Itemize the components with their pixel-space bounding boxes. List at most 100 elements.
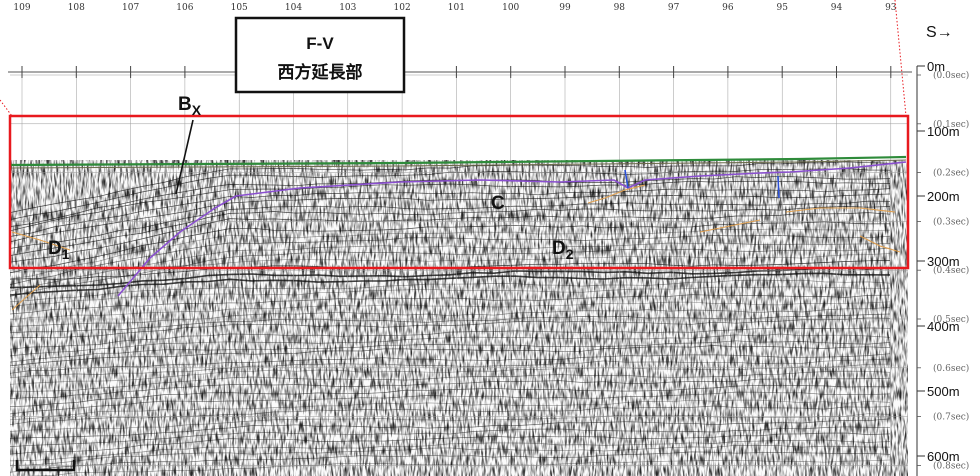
reflector-tan xyxy=(785,207,896,213)
unit-label-d2: D2 xyxy=(552,238,574,262)
fault-line xyxy=(624,169,629,189)
reflector xyxy=(10,301,891,321)
shotpoint-label: 94 xyxy=(831,3,843,13)
shotpoint-label: 98 xyxy=(614,3,626,13)
leader-line-right xyxy=(894,0,907,117)
shotpoint-label: 103 xyxy=(339,3,356,13)
reflector xyxy=(10,206,891,256)
reflector xyxy=(10,333,891,357)
seafloor-reflector-shadow xyxy=(9,159,907,169)
time-label: (0.7sec) xyxy=(933,412,969,423)
reflector xyxy=(29,459,891,476)
reflector xyxy=(10,405,891,426)
shotpoint-axis: 109 108 107 106 105 104 103 102 101 100 99 98 97 96 95… xyxy=(8,3,912,78)
bx-leader-line xyxy=(175,119,194,195)
reflector xyxy=(10,242,891,292)
reflector xyxy=(10,307,891,327)
shotpoint-label: 104 xyxy=(285,3,302,13)
reflector xyxy=(10,451,891,473)
title-line-1: F-V xyxy=(306,34,334,53)
shotpoint-label: 109 xyxy=(13,3,30,13)
grid-lines xyxy=(10,72,908,476)
reflector xyxy=(10,363,891,385)
depth-label: 200m xyxy=(927,189,960,204)
depth-label: 400m xyxy=(927,319,960,334)
time-label: (0.8sec) xyxy=(933,460,969,471)
reflector xyxy=(10,180,891,232)
depth-label: 0m xyxy=(927,59,945,74)
title-box: F-V 西方延長部 xyxy=(234,16,406,94)
reflector xyxy=(10,370,891,392)
reflector-lines xyxy=(10,161,891,476)
reflector xyxy=(10,168,891,220)
shotpoint-label: 100 xyxy=(502,3,519,13)
time-label: (0.1sec) xyxy=(933,119,969,130)
reflector xyxy=(10,228,891,280)
fault-line xyxy=(777,175,780,199)
reflector xyxy=(10,353,891,374)
direction-label: S→ xyxy=(926,24,953,41)
shotpoint-label: 105 xyxy=(231,3,248,13)
reflector xyxy=(10,439,891,462)
shotpoint-label: 95 xyxy=(776,3,788,13)
reflector-tan xyxy=(11,284,41,311)
reflector-tan xyxy=(859,235,901,253)
depth-label: 100m xyxy=(927,124,960,139)
shotpoint-label: 99 xyxy=(559,3,571,13)
reflector xyxy=(10,294,891,315)
shotpoint-label: 106 xyxy=(176,3,193,13)
reflector xyxy=(10,345,891,367)
unit-label-bx: BX xyxy=(178,94,202,118)
depth-label: 600m xyxy=(927,449,960,464)
reflector xyxy=(10,161,891,213)
seafloor-reflector xyxy=(9,155,907,167)
reflector-tan xyxy=(699,219,761,233)
shotpoint-label: 101 xyxy=(448,3,465,13)
unit-label-d1-sub: 1 xyxy=(62,246,70,262)
reflector xyxy=(10,426,891,447)
reflector xyxy=(10,391,891,415)
shotpoint-label: 97 xyxy=(668,3,680,13)
reflector xyxy=(10,286,891,308)
reflector xyxy=(10,384,891,408)
leader-line-left xyxy=(0,99,13,117)
time-label: (0.4sec) xyxy=(933,265,969,276)
reflector xyxy=(10,327,891,350)
shotpoint-label: 107 xyxy=(122,3,139,13)
reflector xyxy=(10,272,891,296)
reflector xyxy=(10,444,891,467)
unit-label-c: C xyxy=(491,193,505,214)
unit-label-d1: D1 xyxy=(48,238,70,262)
reflector xyxy=(10,377,891,400)
time-label: (0.5sec) xyxy=(933,314,969,325)
reflector xyxy=(10,432,891,455)
shotpoint-label: 93 xyxy=(885,3,897,13)
reflector xyxy=(10,399,891,421)
time-label: (0.2sec) xyxy=(933,168,969,179)
reflector-tan xyxy=(587,184,646,204)
reflector xyxy=(10,188,891,237)
depth-axis: 0m 100m 200m 300m 400m 500m 600m (0.0sec) (0.1se… xyxy=(916,59,969,476)
reflector xyxy=(10,317,891,339)
reflector xyxy=(10,235,891,285)
reflector-tan xyxy=(11,231,71,251)
reflector xyxy=(10,212,891,263)
depth-label: 300m xyxy=(927,254,960,269)
shotpoint-label: 102 xyxy=(394,3,411,13)
highlight-box xyxy=(8,114,910,270)
scale-bar xyxy=(15,460,76,472)
reflector xyxy=(10,340,891,363)
reflector xyxy=(10,266,891,289)
seismic-section xyxy=(10,160,908,476)
unit-label-bx-sub: X xyxy=(192,102,202,118)
reflector xyxy=(10,200,891,249)
reflector xyxy=(10,279,891,303)
time-label: (0.0sec) xyxy=(933,70,969,81)
time-label: (0.3sec) xyxy=(933,216,969,227)
shotpoint-label: 96 xyxy=(722,3,734,13)
reflector xyxy=(10,221,891,274)
reflector xyxy=(10,418,891,439)
title-line-2: 西方延長部 xyxy=(278,62,363,82)
depth-label: 500m xyxy=(927,384,960,399)
